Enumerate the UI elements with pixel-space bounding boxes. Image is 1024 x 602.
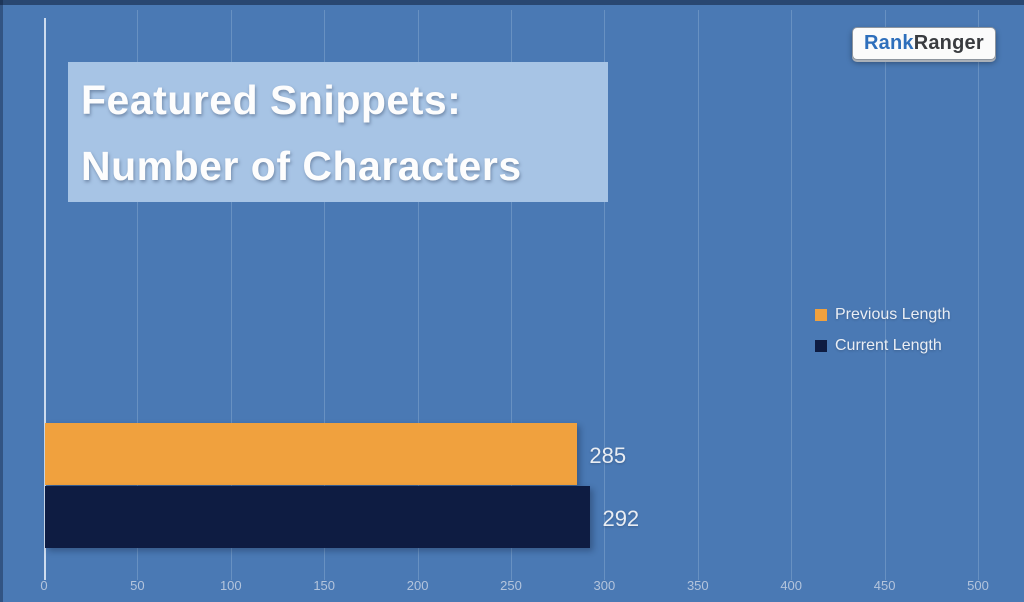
x-tick-label: 400: [780, 578, 803, 593]
gridline: [697, 10, 699, 580]
x-tick-label: 0: [40, 578, 48, 593]
gridline: [230, 10, 232, 580]
x-tick-label: 150: [313, 578, 336, 593]
gridline: [137, 10, 139, 580]
bar-previous-length: [45, 423, 578, 485]
gridline: [417, 10, 419, 580]
x-tick-label: 50: [130, 578, 145, 593]
x-tick-label: 300: [593, 578, 616, 593]
chart-title-line-1: Featured Snippets:: [81, 77, 462, 123]
x-tick-label: 200: [406, 578, 429, 593]
gridline: [324, 10, 326, 580]
logo-text-ranger: Ranger: [913, 32, 984, 54]
rankranger-logo: Rank Ranger: [852, 27, 996, 60]
data-label-previous-length: 285: [589, 443, 627, 468]
x-tick-label: 350: [686, 578, 709, 593]
legend-label-previous-length: Previous Length: [835, 306, 951, 323]
legend-label-current-length: Current Length: [835, 337, 942, 354]
legend-swatch-current-length: [815, 340, 827, 352]
gridline: [791, 10, 793, 580]
legend-item-current-length: Current Length: [815, 337, 951, 355]
y-axis-line: [44, 18, 46, 580]
bar-current-length: [45, 486, 591, 548]
logo-text-rank: Rank: [864, 32, 914, 54]
top-edge-shade: [0, 0, 1024, 5]
x-tick-label: 100: [219, 578, 242, 593]
x-tick-label: 500: [967, 578, 989, 593]
left-edge-shade: [0, 0, 3, 602]
x-tick-label: 450: [873, 578, 896, 593]
gridline: [978, 10, 979, 580]
chart-legend: Previous Length Current Length: [815, 306, 951, 355]
gridline: [604, 10, 606, 580]
x-tick-label: 250: [500, 578, 522, 593]
legend-item-previous-length: Previous Length: [815, 306, 951, 324]
chart-title: Featured Snippets: Number of Characters: [68, 62, 608, 202]
gridline: [511, 10, 512, 580]
gridline: [884, 10, 886, 580]
data-label-current-length: 292: [602, 506, 640, 531]
chart-title-line-2: Number of Characters: [81, 143, 522, 189]
legend-swatch-previous-length: [815, 309, 827, 321]
